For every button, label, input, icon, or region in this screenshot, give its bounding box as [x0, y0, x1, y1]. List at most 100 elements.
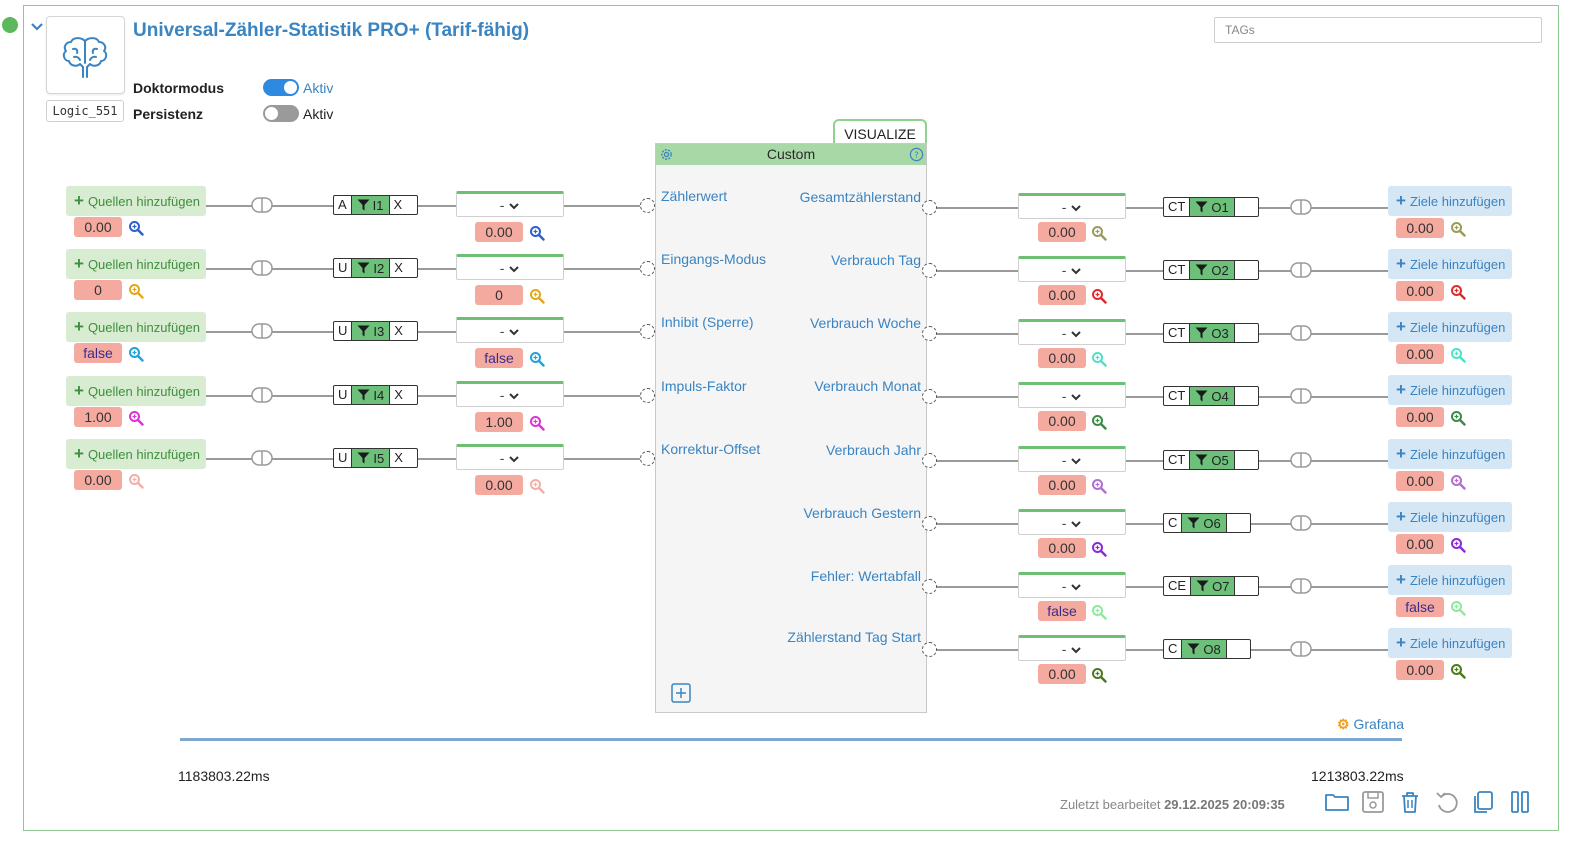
port-chip[interactable]: CE O7: [1163, 576, 1259, 596]
port-chip[interactable]: C O8: [1163, 639, 1251, 659]
add-source-button[interactable]: + Quellen hinzufügen: [66, 376, 206, 406]
zoom-icon[interactable]: [128, 473, 144, 489]
port-chip[interactable]: U I3 X: [333, 321, 418, 341]
chip-remove[interactable]: X: [394, 450, 403, 465]
port-chip[interactable]: C O6: [1163, 513, 1251, 533]
value-dropdown[interactable]: -: [1018, 446, 1126, 472]
timeline-bar[interactable]: [180, 738, 1402, 741]
zoom-icon[interactable]: [529, 288, 545, 304]
value-dropdown[interactable]: -: [1018, 319, 1126, 345]
output-port-dot[interactable]: [922, 579, 937, 594]
zoom-icon[interactable]: [1450, 600, 1466, 616]
value-dropdown[interactable]: -: [1018, 635, 1126, 661]
zoom-icon[interactable]: [128, 346, 144, 362]
chip-slot[interactable]: [1235, 387, 1249, 405]
chip-mode[interactable]: CT: [1164, 324, 1191, 342]
chip-slot[interactable]: [1235, 324, 1249, 342]
value-dropdown[interactable]: -: [456, 381, 564, 407]
chip-filter[interactable]: I3: [352, 322, 391, 340]
connector-icon[interactable]: [250, 449, 274, 467]
connector-icon[interactable]: [1289, 514, 1313, 532]
grafana-link[interactable]: ⚙ Grafana: [1337, 716, 1405, 732]
help-icon[interactable]: ?: [909, 147, 924, 162]
port-chip[interactable]: CT O5: [1163, 450, 1259, 470]
zoom-icon[interactable]: [1450, 474, 1466, 490]
output-port-dot[interactable]: [922, 453, 937, 468]
pause-icon[interactable]: [1505, 787, 1535, 817]
chip-mode[interactable]: U: [334, 449, 353, 467]
zoom-icon[interactable]: [1450, 284, 1466, 300]
value-dropdown[interactable]: -: [1018, 256, 1126, 282]
tags-input[interactable]: [1214, 17, 1542, 43]
output-port-dot[interactable]: [922, 516, 937, 531]
port-chip[interactable]: CT O4: [1163, 386, 1259, 406]
gear-icon[interactable]: [659, 147, 674, 162]
chip-mode[interactable]: U: [334, 322, 353, 340]
chip-remove[interactable]: X: [394, 323, 403, 338]
delete-icon[interactable]: [1395, 787, 1425, 817]
add-target-button[interactable]: + Ziele hinzufügen: [1388, 439, 1512, 469]
chip-slot[interactable]: [1235, 451, 1249, 469]
input-port-dot[interactable]: [640, 261, 655, 276]
chip-filter[interactable]: O8: [1182, 640, 1227, 658]
zoom-icon[interactable]: [1450, 347, 1466, 363]
add-port-icon[interactable]: [670, 682, 692, 704]
value-dropdown[interactable]: -: [1018, 193, 1126, 219]
zoom-icon[interactable]: [1450, 537, 1466, 553]
chip-slot[interactable]: [1235, 577, 1249, 595]
zoom-icon[interactable]: [1091, 478, 1107, 494]
port-chip[interactable]: U I2 X: [333, 258, 418, 278]
zoom-icon[interactable]: [1450, 410, 1466, 426]
output-port-dot[interactable]: [922, 263, 937, 278]
zoom-icon[interactable]: [529, 351, 545, 367]
input-port-dot[interactable]: [640, 198, 655, 213]
open-folder-icon[interactable]: [1322, 787, 1352, 817]
persistenz-toggle[interactable]: [263, 105, 299, 122]
port-chip[interactable]: CT O3: [1163, 323, 1259, 343]
output-port-dot[interactable]: [922, 200, 937, 215]
connector-icon[interactable]: [1289, 577, 1313, 595]
chip-mode[interactable]: U: [334, 386, 353, 404]
connector-icon[interactable]: [1289, 198, 1313, 216]
chip-remove[interactable]: X: [393, 197, 403, 212]
output-port-dot[interactable]: [922, 326, 937, 341]
chip-mode[interactable]: CE: [1164, 577, 1192, 595]
doktormodus-toggle[interactable]: [263, 79, 299, 96]
connector-icon[interactable]: [1289, 451, 1313, 469]
add-target-button[interactable]: + Ziele hinzufügen: [1388, 312, 1512, 342]
chip-filter[interactable]: I5: [352, 449, 391, 467]
value-dropdown[interactable]: -: [1018, 509, 1126, 535]
add-target-button[interactable]: + Ziele hinzufügen: [1388, 628, 1512, 658]
chip-filter[interactable]: O2: [1190, 261, 1235, 279]
chip-filter[interactable]: O5: [1190, 451, 1235, 469]
value-dropdown[interactable]: -: [456, 317, 564, 343]
value-dropdown[interactable]: -: [456, 254, 564, 280]
connector-icon[interactable]: [1289, 324, 1313, 342]
connector-icon[interactable]: [1289, 387, 1313, 405]
zoom-icon[interactable]: [1091, 414, 1107, 430]
visualize-tab[interactable]: VISUALIZE: [833, 119, 927, 145]
add-target-button[interactable]: + Ziele hinzufügen: [1388, 186, 1512, 216]
port-chip[interactable]: CT O1: [1163, 197, 1259, 217]
chip-mode[interactable]: C: [1164, 640, 1183, 658]
chip-slot[interactable]: [1227, 514, 1241, 532]
chip-filter[interactable]: I4: [352, 386, 391, 404]
zoom-icon[interactable]: [1450, 221, 1466, 237]
zoom-icon[interactable]: [529, 225, 545, 241]
zoom-icon[interactable]: [128, 283, 144, 299]
zoom-icon[interactable]: [529, 478, 545, 494]
port-chip[interactable]: CT O2: [1163, 260, 1259, 280]
connector-icon[interactable]: [250, 322, 274, 340]
zoom-icon[interactable]: [1091, 351, 1107, 367]
connector-icon[interactable]: [250, 259, 274, 277]
add-source-button[interactable]: + Quellen hinzufügen: [66, 312, 206, 342]
zoom-icon[interactable]: [128, 410, 144, 426]
value-dropdown[interactable]: -: [1018, 572, 1126, 598]
chip-mode[interactable]: CT: [1164, 198, 1191, 216]
connector-icon[interactable]: [250, 386, 274, 404]
value-dropdown[interactable]: -: [456, 444, 564, 470]
connector-icon[interactable]: [1289, 261, 1313, 279]
chevron-down-icon[interactable]: [28, 18, 46, 36]
copy-icon[interactable]: [1468, 787, 1498, 817]
chip-filter[interactable]: O7: [1191, 577, 1236, 595]
